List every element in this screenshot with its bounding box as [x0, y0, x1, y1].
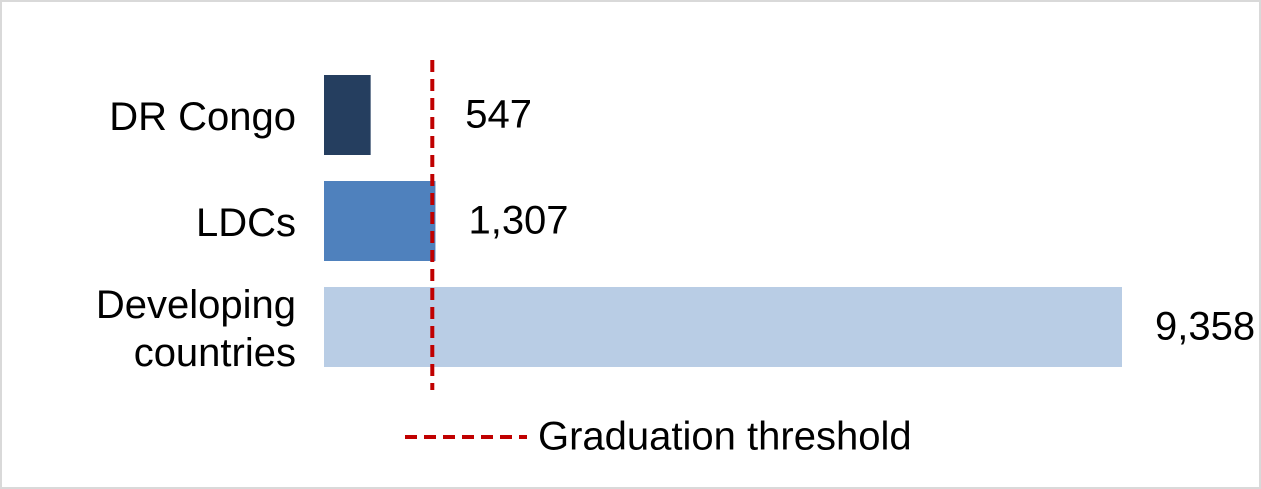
value-label: 1,307 [468, 199, 568, 243]
category-label: Developing countries [95, 283, 296, 375]
bar [324, 75, 371, 155]
value-label: 9,358 [1155, 305, 1255, 349]
bar [324, 181, 436, 261]
value-label: 547 [465, 93, 532, 137]
category-label: DR Congo [109, 95, 296, 139]
category-label: LDCs [195, 201, 296, 245]
bar [324, 287, 1122, 367]
legend-label: Graduation threshold [538, 415, 912, 459]
